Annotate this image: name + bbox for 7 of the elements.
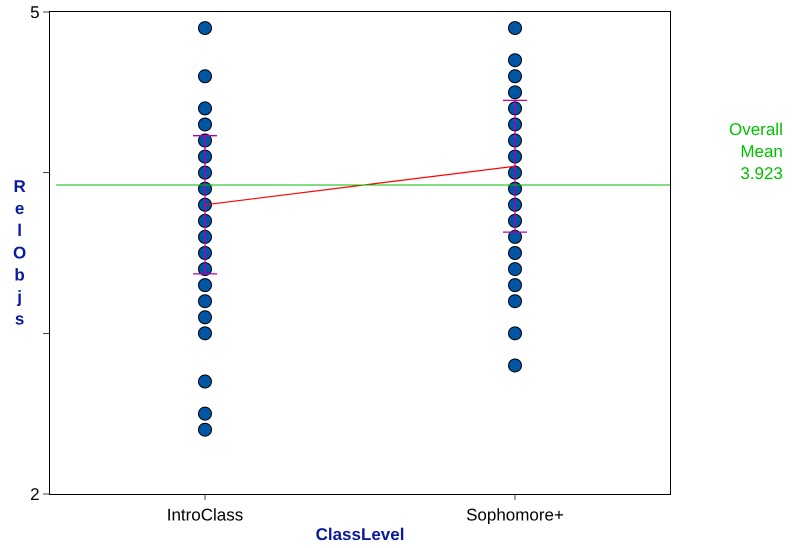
- x-tick-label: Sophomore+: [466, 505, 564, 524]
- y-tick-label: 5: [30, 2, 40, 22]
- x-tick-label: IntroClass: [166, 505, 244, 524]
- y-axis-title: RelObjs: [13, 177, 26, 329]
- x-axis-title: ClassLevel: [316, 524, 404, 544]
- y-tick-label: 2: [30, 484, 40, 504]
- ref-line-label: Overall Mean 3.923: [729, 120, 783, 184]
